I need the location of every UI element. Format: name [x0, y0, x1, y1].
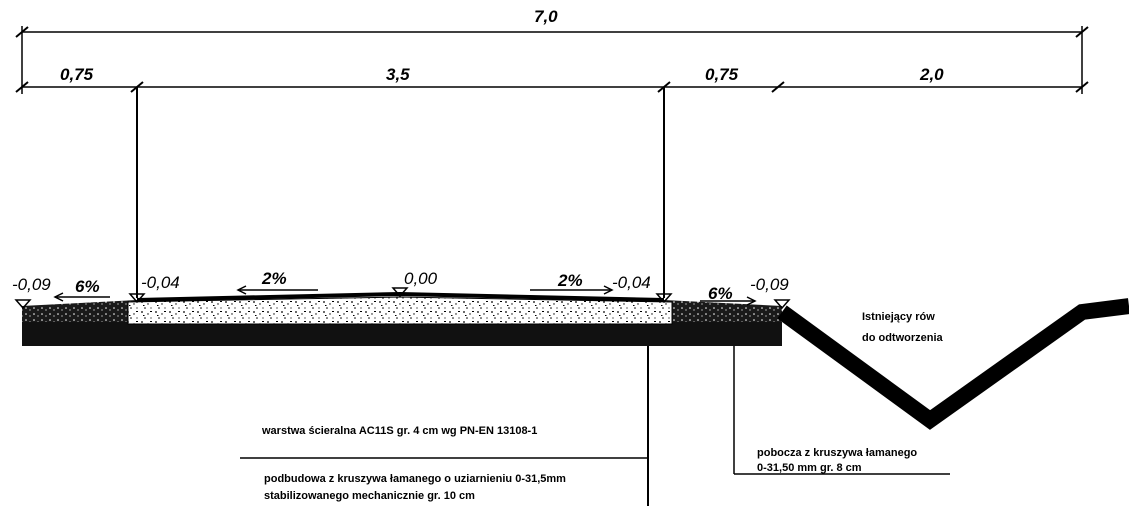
slope-right-lane: 2% [557, 271, 583, 290]
note-shoulder-material-line1: pobocza z kruszywa łamanego [757, 447, 917, 459]
note-leader-lines [240, 346, 950, 506]
dimension-left-shoulder: 0,75 [60, 65, 94, 84]
elevation-right-lane-edge: -0,04 [612, 273, 651, 292]
slope-left-lane: 2% [261, 269, 287, 288]
elevation-right-edge: -0,09 [750, 275, 789, 294]
elevation-markers [14, 287, 791, 310]
note-shoulder-material-line2: 0-31,50 mm gr. 8 cm [757, 462, 862, 474]
dimension-lines [15, 26, 1089, 298]
elevation-axis: 0,00 [404, 269, 438, 288]
note-base-course-line1: podbudowa z kruszywa łamanego o uziarnie… [264, 473, 566, 485]
existing-ditch-profile [777, 298, 1129, 430]
slope-arrows [53, 285, 757, 306]
note-ditch-line1: Istniejący rów [862, 311, 935, 323]
slope-right-shoulder: 6% [708, 284, 733, 303]
elevation-left-lane-edge: -0,04 [141, 273, 180, 292]
dimension-ditch: 2,0 [919, 65, 944, 84]
pavement-structure [22, 291, 782, 346]
note-base-course-line2: stabilizowanego mechanicznie gr. 10 cm [264, 490, 475, 502]
elevation-left-edge: -0,09 [12, 275, 51, 294]
dimension-total-width: 7,0 [534, 7, 558, 26]
dimension-carriageway: 3,5 [386, 65, 410, 84]
slope-left-shoulder: 6% [75, 277, 100, 296]
note-wearing-course: warstwa ścieralna AC11S gr. 4 cm wg PN-E… [261, 425, 537, 437]
dimension-right-shoulder: 0,75 [705, 65, 739, 84]
note-ditch-line2: do odtworzenia [862, 332, 944, 344]
